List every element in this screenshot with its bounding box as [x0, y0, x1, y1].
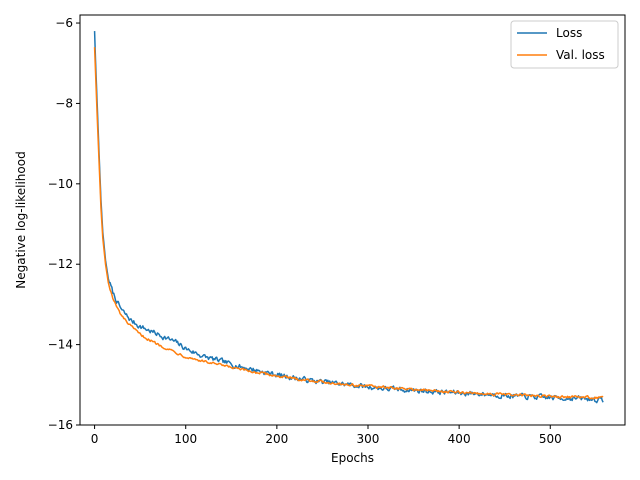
y-tick-label: −6: [55, 16, 73, 30]
legend: Loss Val. loss: [510, 20, 619, 69]
y-axis: −16 −14 −12 −10 −8 −6: [48, 16, 80, 432]
y-axis-label: Negative log-likelihood: [14, 151, 28, 288]
x-tick-label: 500: [539, 432, 562, 446]
legend-label-loss: Loss: [556, 26, 582, 40]
y-tick-label: −12: [48, 257, 73, 271]
y-tick-label: −10: [48, 177, 73, 191]
plot-frame: [79, 14, 626, 426]
x-axis-label: Epochs: [331, 451, 374, 465]
legend-label-val-loss: Val. loss: [556, 48, 605, 62]
series-line-loss: [93, 31, 604, 404]
y-tick-label: −16: [48, 418, 73, 432]
x-tick-label: 200: [265, 432, 288, 446]
x-tick-label: 100: [174, 432, 197, 446]
x-tick-label: 0: [91, 432, 99, 446]
x-axis: 0 100 200 300 400 500: [91, 425, 562, 446]
y-tick-label: −14: [48, 338, 73, 352]
x-tick-label: 400: [448, 432, 471, 446]
series-layer: [93, 31, 604, 404]
series-line-val-loss: [93, 47, 604, 400]
y-tick-label: −8: [55, 96, 73, 110]
x-tick-label: 300: [357, 432, 380, 446]
